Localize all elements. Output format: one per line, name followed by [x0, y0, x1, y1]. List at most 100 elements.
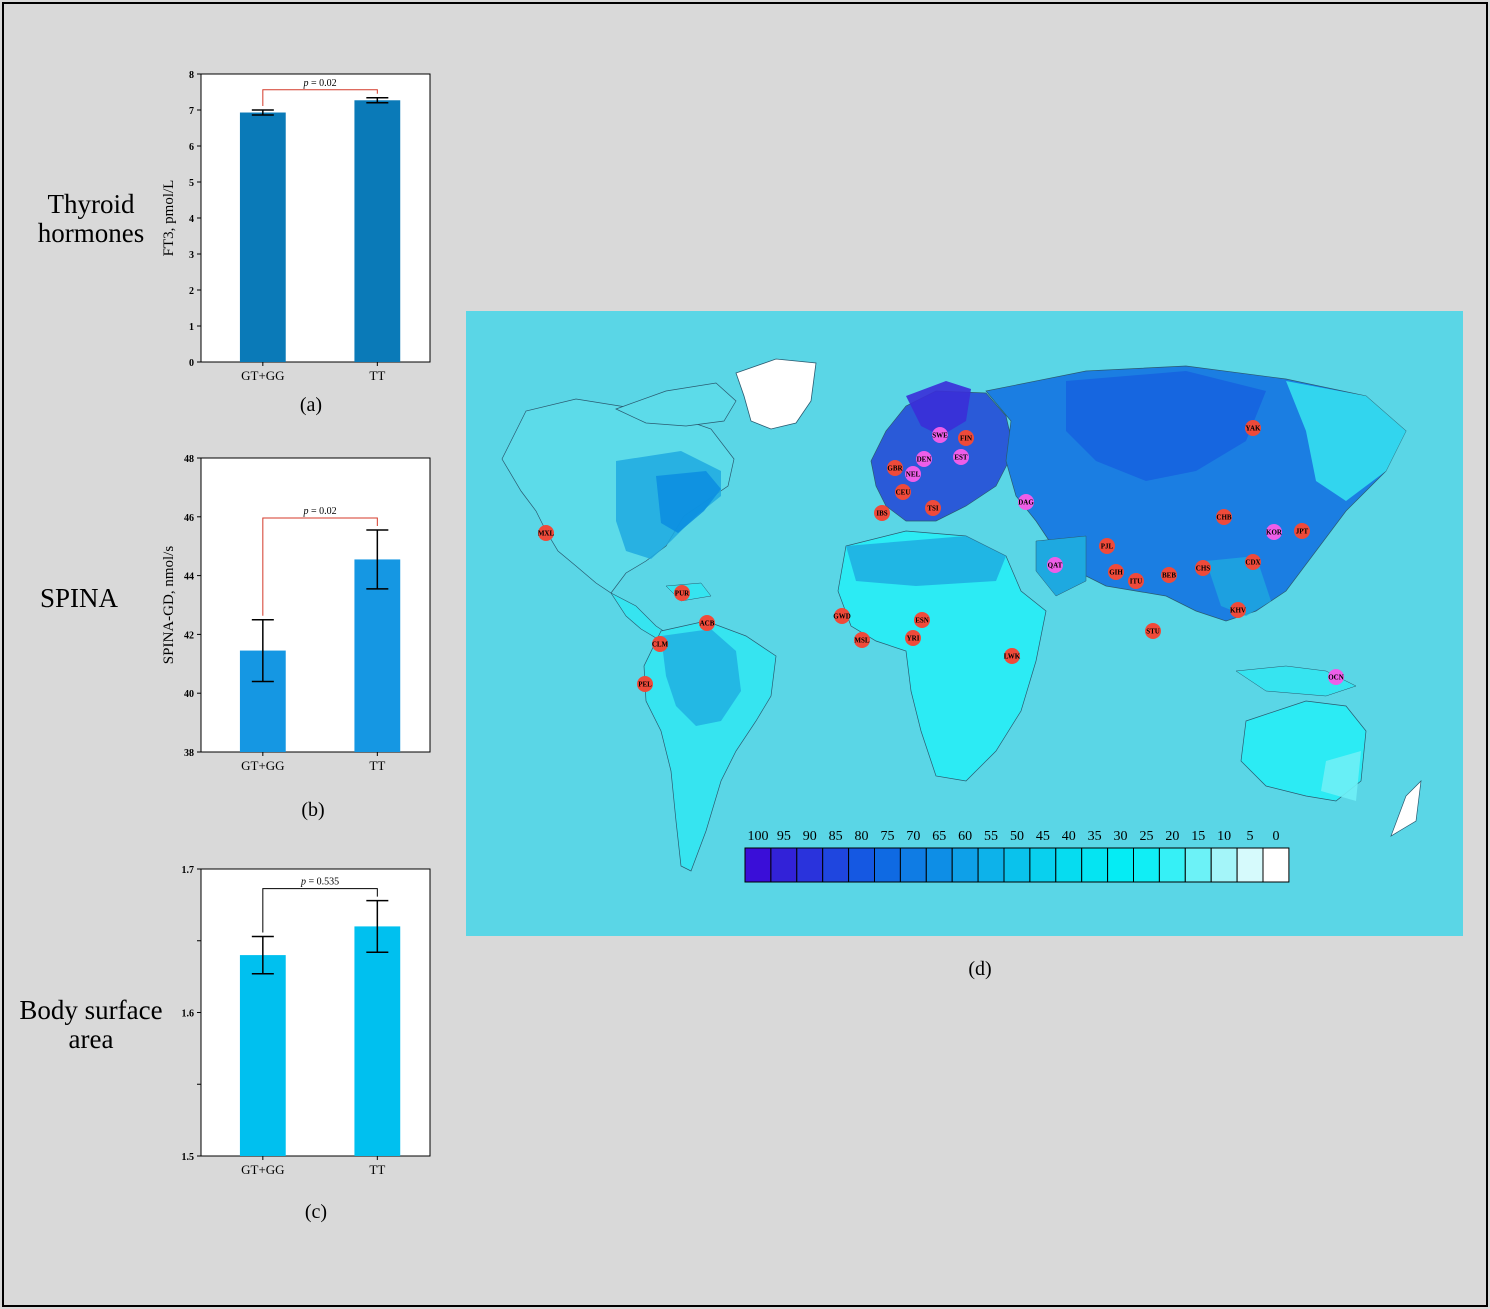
population-dot: [1294, 523, 1310, 539]
population-code: TSI: [927, 505, 939, 513]
continent-south-america: [643, 620, 777, 872]
population-dot: [1108, 564, 1124, 580]
population-code: LWK: [1004, 653, 1021, 661]
legend-tick-label: 40: [1062, 829, 1076, 844]
y-tick-label: 42: [184, 630, 194, 641]
legend-swatch: [874, 847, 901, 883]
population-code: JPT: [1296, 528, 1309, 536]
y-tick-label: 2: [189, 286, 194, 297]
greenland: [735, 358, 817, 430]
population-marker-qat: QAT: [1047, 557, 1063, 573]
x-tick-label: GT+GG: [241, 368, 284, 383]
population-marker-jpt: JPT: [1294, 523, 1310, 539]
population-marker-swe: SWE: [932, 427, 948, 443]
population-code: MXL: [538, 530, 555, 538]
population-dot: [1128, 573, 1144, 589]
legend-tick-label: 25: [1139, 829, 1153, 844]
population-dot: [905, 630, 921, 646]
population-dot: [1328, 669, 1344, 685]
legend-tick-label: 70: [906, 829, 920, 844]
population-dot: [895, 484, 911, 500]
population-dot: [925, 500, 941, 516]
legend-tick-label: 90: [803, 829, 817, 844]
population-marker-tsi: TSI: [925, 500, 941, 516]
population-marker-beb: BEB: [1161, 567, 1177, 583]
population-code: CLM: [652, 641, 669, 649]
population-marker-lwk: LWK: [1004, 648, 1021, 664]
legend-tick-label: 10: [1217, 829, 1231, 844]
population-code: MSL: [854, 637, 870, 645]
population-code: YAK: [1246, 425, 1261, 433]
population-code: YRI: [907, 635, 920, 643]
population-code: CHB: [1216, 514, 1232, 522]
legend-tick-label: 5: [1247, 829, 1254, 844]
population-marker-dag: DAG: [1018, 494, 1034, 510]
population-marker-ocn: OCN: [1328, 669, 1344, 685]
population-marker-pjl: PJL: [1099, 538, 1115, 554]
population-code: QAT: [1048, 562, 1063, 570]
legend-swatch: [1081, 847, 1109, 883]
population-dot: [1195, 560, 1211, 576]
x-tick-label: TT: [369, 758, 385, 773]
legend-swatch: [1184, 847, 1212, 883]
x-tick-label: GT+GG: [241, 1162, 284, 1177]
legend-swatch: [822, 847, 850, 883]
p-value-label: p = 0.535: [300, 877, 339, 888]
population-code: ESN: [915, 617, 929, 625]
legend-swatch: [1055, 847, 1083, 883]
population-marker-yak: YAK: [1245, 420, 1261, 436]
legend-swatch: [1158, 847, 1186, 883]
population-marker-esn: ESN: [914, 612, 930, 628]
population-marker-fin: FIN: [958, 430, 974, 446]
legend-tick-label: 20: [1165, 829, 1179, 844]
population-marker-pel: PEL: [637, 676, 653, 692]
y-tick-label: 44: [184, 572, 194, 583]
y-tick-label: 5: [189, 178, 194, 189]
legend-swatch: [770, 847, 798, 883]
y-tick-label: 1: [189, 322, 194, 333]
legend-tick-label: 35: [1088, 829, 1102, 844]
population-dot: [1004, 648, 1020, 664]
population-marker-gwd: GWD: [833, 608, 851, 624]
row-label-body: Body surface area: [19, 995, 163, 1054]
p-value-label: p = 0.02: [303, 78, 337, 89]
chart-b: 38 40 42 44 46 48 SPINA-GD, nmol/s GT+GG TT p = 0…: [161, 454, 431, 773]
legend-tick-label: 30: [1114, 829, 1128, 844]
population-code: PJL: [1101, 543, 1114, 551]
y-tick-label: 4: [189, 214, 194, 225]
population-code: GIH: [1109, 569, 1123, 577]
population-marker-msl: MSL: [854, 632, 870, 648]
population-dot: [538, 525, 554, 541]
population-code: GBR: [887, 465, 903, 473]
bar: [354, 100, 401, 362]
population-code: PUR: [675, 590, 690, 598]
population-code: STU: [1146, 628, 1160, 636]
population-code: CEU: [896, 489, 911, 497]
bar: [354, 926, 401, 1156]
continent-north-america: [501, 382, 737, 594]
chart-a: 0 1 2 3 4 5 6 7 8 FT3, pmol/L GT+GG TT p = 0.02: [161, 70, 431, 383]
bar: [239, 112, 286, 363]
y-axis-label: SPINA-GD, nmol/s: [161, 546, 177, 665]
population-dot: [834, 608, 850, 624]
population-code: FIN: [960, 435, 972, 443]
population-marker-chs: CHS: [1195, 560, 1211, 576]
population-code: KOR: [1266, 529, 1283, 537]
y-axis-label: FT3, pmol/L: [161, 180, 177, 257]
x-tick-label: GT+GG: [241, 758, 284, 773]
population-marker-ibs: IBS: [874, 505, 890, 521]
legend-swatch: [1236, 847, 1264, 883]
population-code: SWE: [932, 432, 948, 440]
legend-swatch: [1262, 847, 1290, 883]
population-code: OCN: [1328, 674, 1344, 682]
population-marker-gbr: GBR: [887, 460, 904, 476]
significance-bracket: [262, 517, 378, 616]
y-tick-label: 3: [189, 250, 194, 261]
population-dot: [1216, 509, 1232, 525]
population-marker-cdx: CDX: [1245, 554, 1261, 570]
chart-c: 1.5 1.6 1.7 GT+GG TT p = 0.535: [182, 865, 431, 1177]
population-marker-khv: KHV: [1230, 602, 1246, 618]
